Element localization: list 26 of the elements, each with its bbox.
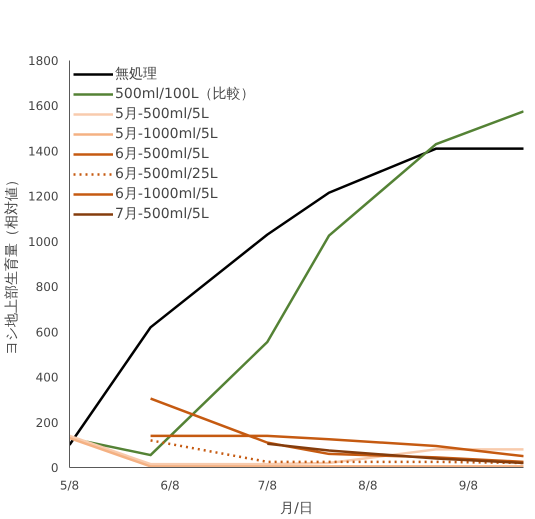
y-tick-label: 1200 (28, 190, 59, 204)
legend-label: 6月-1000ml/5L (115, 185, 218, 203)
line-series (266, 442, 524, 464)
legend-label: 500ml/100L（比較） (115, 85, 254, 103)
y-tick-label: 1000 (28, 234, 59, 249)
y-tick-label: 1400 (28, 144, 59, 158)
y-tick-label: 200 (36, 416, 58, 430)
x-tick-label: 8/8 (358, 478, 378, 492)
legend-label: 7月-500ml/5L (115, 205, 209, 223)
x-tick-label: 5/8 (60, 478, 80, 492)
y-tick-label: 400 (36, 370, 58, 385)
legend-label: 無処理 (115, 65, 157, 83)
x-tick-label: 6/8 (160, 478, 180, 492)
y-axis-title: ヨシ地上部生育量（相対値） (2, 173, 20, 355)
legend-label: 6月-500ml/5L (115, 145, 209, 163)
x-axis-title: 月/日 (280, 500, 313, 516)
legend-label: 5月-1000ml/5L (115, 125, 218, 143)
x-tick-label: 9/8 (458, 478, 478, 492)
y-tick-label: 600 (36, 325, 58, 340)
y-tick-label: 1600 (28, 99, 59, 114)
x-tick-label: 7/8 (258, 478, 277, 492)
legend-label: 5月-500ml/5L (115, 105, 209, 123)
y-tick-label: 0 (50, 461, 59, 475)
legend-label: 6月-500ml/25L (115, 165, 218, 183)
y-tick-label: 800 (36, 280, 58, 294)
y-tick-label: 1800 (28, 54, 59, 68)
